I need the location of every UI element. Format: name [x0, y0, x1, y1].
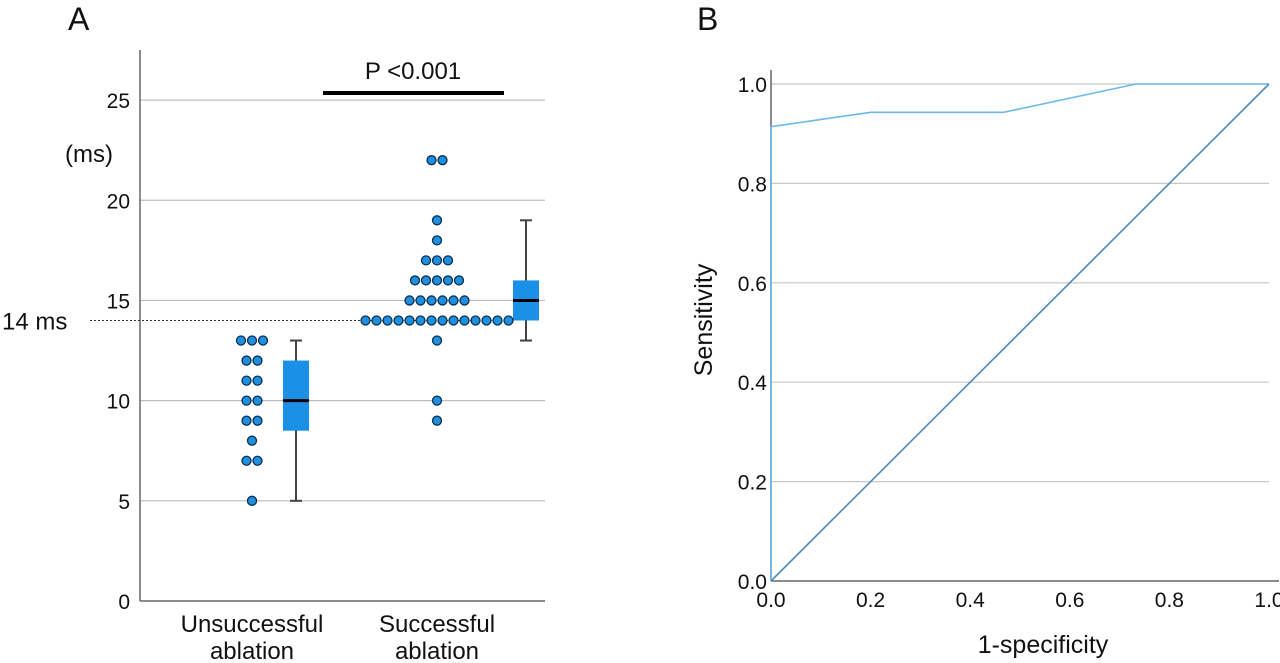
dot-0-5 [246, 495, 258, 506]
panel-b-label: B [697, 1, 718, 37]
panel-b-lines [770, 83, 1270, 582]
panel-b-y-axis-label: Sensitivity [690, 263, 718, 376]
dot-1-15 [415, 295, 426, 306]
dot-1-15 [426, 295, 437, 306]
dot-1-16 [453, 275, 465, 286]
dot-0-13 [246, 335, 258, 346]
dot-1-13 [431, 335, 443, 346]
category-1-line2: ablation [395, 638, 479, 663]
dot-1-14 [459, 315, 470, 326]
dot-1-16 [409, 275, 421, 286]
x-tick-b-0.0: 0.0 [756, 589, 785, 612]
panel-a-category-labels: Unsuccessful ablation Successful ablatio… [181, 611, 495, 663]
x-tick-b-0.2: 0.2 [856, 589, 885, 612]
dot-0-10 [241, 395, 252, 406]
dot-1-17 [431, 255, 443, 266]
dot-0-12 [252, 355, 263, 366]
dot-0-13 [257, 335, 269, 346]
x-tick-b-0.8: 0.8 [1155, 589, 1184, 612]
y-tick-a-20: 20 [107, 190, 130, 213]
dot-1-17 [442, 255, 454, 266]
dot-1-15 [448, 295, 459, 306]
reference-diagonal [770, 83, 1270, 582]
panel-b-x-tick-labels: 0.0 0.2 0.4 0.6 0.8 1.0 [756, 589, 1280, 612]
dot-1-15 [437, 295, 448, 306]
panel-a-y-tick-labels: 0 5 10 15 20 25 [107, 90, 130, 614]
dot-1-14 [404, 315, 415, 326]
y-tick-b-0.4: 0.4 [738, 372, 768, 395]
dot-1-16 [431, 275, 443, 286]
panel-a: A 0 5 10 15 20 25 (ms) 14 ms P <0.001 Unsucce… [2, 1, 545, 663]
panel-b-gridlines [771, 83, 1269, 483]
dot-1-14 [492, 315, 503, 326]
y-tick-b-1.0: 1.0 [738, 74, 767, 97]
dot-1-14 [437, 315, 448, 326]
dot-0-11 [252, 375, 263, 386]
y-tick-a-0: 0 [118, 591, 130, 614]
dot-1-14 [481, 315, 492, 326]
dot-1-22 [426, 155, 437, 166]
dot-1-14 [503, 315, 514, 326]
y-tick-a-10: 10 [107, 391, 130, 414]
dot-1-14 [360, 315, 371, 326]
panel-b-x-axis-label: 1-specificity [978, 631, 1109, 659]
dot-1-14 [448, 315, 459, 326]
x-tick-b-0.4: 0.4 [956, 589, 986, 612]
significance-label: P <0.001 [365, 58, 461, 85]
y-tick-a-15: 15 [107, 290, 130, 313]
dot-1-16 [420, 275, 432, 286]
dot-1-17 [420, 255, 432, 266]
x-tick-b-1.0: 1.0 [1254, 589, 1280, 612]
dot-1-14 [470, 315, 481, 326]
dot-1-10 [431, 395, 443, 406]
roc-curve [770, 83, 1269, 581]
dot-0-9 [252, 415, 263, 426]
dot-0-8 [246, 435, 258, 446]
panel-b: B 0.00.20.40.60.81.0 0.0 0.2 0.4 0.6 0.8 1.0 … [690, 1, 1280, 659]
box-0 [283, 360, 309, 431]
dot-1-22 [437, 155, 448, 166]
reference-line-label: 14 ms [2, 308, 67, 335]
panel-a-dots [235, 155, 514, 506]
y-tick-a-25: 25 [107, 90, 130, 113]
dot-0-9 [241, 415, 252, 426]
dot-1-14 [382, 315, 393, 326]
dot-1-18 [431, 235, 443, 246]
dot-1-14 [426, 315, 437, 326]
panel-a-gridlines [140, 99, 545, 502]
dot-1-16 [442, 275, 454, 286]
y-tick-b-0.2: 0.2 [738, 472, 767, 495]
panel-a-boxplots [283, 219, 539, 502]
dot-1-19 [431, 215, 443, 226]
y-tick-b-0.0: 0.0 [738, 571, 767, 594]
y-tick-b-0.8: 0.8 [738, 173, 767, 196]
dot-0-7 [241, 455, 252, 466]
dot-1-15 [459, 295, 470, 306]
x-tick-b-0.6: 0.6 [1055, 589, 1084, 612]
category-0-line1: Unsuccessful [181, 611, 324, 638]
dot-1-9 [431, 415, 443, 426]
dot-1-15 [404, 295, 415, 306]
category-0-line2: ablation [210, 638, 294, 663]
panel-b-y-tick-labels: 0.0 0.2 0.4 0.6 0.8 1.0 [738, 74, 768, 594]
panel-a-label: A [68, 1, 90, 37]
dot-1-14 [371, 315, 382, 326]
dot-1-14 [393, 315, 404, 326]
y-tick-a-5: 5 [118, 491, 130, 514]
dot-0-12 [241, 355, 252, 366]
dot-0-10 [252, 395, 263, 406]
dot-0-13 [235, 335, 247, 346]
dot-1-14 [415, 315, 426, 326]
y-tick-b-0.6: 0.6 [738, 273, 767, 296]
panel-a-unit-label: (ms) [65, 141, 113, 168]
dot-0-11 [241, 375, 252, 386]
dot-0-7 [252, 455, 263, 466]
category-1-line1: Successful [379, 611, 495, 638]
